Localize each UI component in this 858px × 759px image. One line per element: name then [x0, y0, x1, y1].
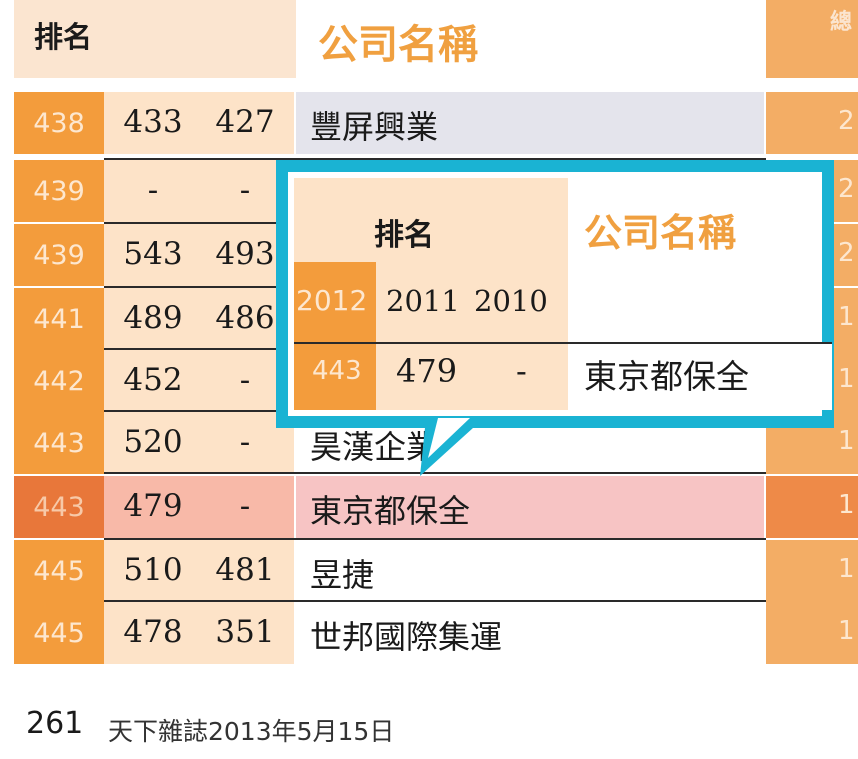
rank-2010-cell: 486	[215, 300, 275, 336]
prior-ranks-cell	[104, 476, 294, 538]
prior-ranks-cell	[104, 224, 294, 286]
zoom-callout: 排名 公司名稱 2012 2011 2010 443 479 - 東京都保全	[276, 160, 834, 428]
row-divider	[104, 538, 766, 540]
callout-rank-2011: 479	[396, 352, 458, 390]
rank-2012-cell: 439	[14, 224, 104, 286]
company-name-cell: 豐屏興業	[296, 92, 764, 154]
table-row: 438 433 427 豐屏興業 2	[0, 92, 858, 155]
rank-2010-cell: -	[239, 424, 251, 460]
callout-company-name: 東京都保全	[584, 357, 749, 396]
callout-rank-label: 排名	[374, 218, 434, 253]
rank-2010-cell: 481	[215, 552, 275, 588]
table-row: 445 510 481 昱捷 1	[0, 540, 858, 603]
header-right-column	[766, 0, 858, 78]
rank-2012-cell: 443	[14, 476, 104, 538]
source-citation: 天下雜誌2013年5月15日	[108, 717, 395, 746]
company-name-cell: 東京都保全	[296, 476, 764, 538]
callout-company-label: 公司名稱	[584, 211, 737, 255]
prior-ranks-cell	[104, 412, 294, 474]
rank-2012-cell: 442	[14, 350, 104, 412]
prior-ranks-cell	[104, 540, 294, 602]
prior-ranks-cell	[104, 160, 294, 222]
header-right-label: 總	[830, 10, 853, 35]
callout-2012-column	[294, 262, 376, 410]
rank-2011-cell: 479	[123, 488, 183, 524]
page-number: 261	[26, 706, 84, 741]
company-name-cell: 昱捷	[296, 540, 764, 602]
header-company-label: 公司名稱	[318, 22, 478, 68]
table-row-highlighted: 443 479 - 東京都保全 1	[0, 476, 858, 539]
tail-cell: 1	[766, 476, 858, 538]
rank-2010-cell: 351	[215, 614, 275, 650]
callout-pointer	[420, 418, 484, 476]
rank-2011-cell: 489	[123, 300, 183, 336]
company-name-cell: 世邦國際集運	[296, 602, 764, 664]
rank-2011-cell: 520	[123, 424, 183, 460]
rank-2011-cell: 543	[123, 236, 183, 272]
rank-2011-cell: 510	[123, 552, 183, 588]
rank-2012-cell: 441	[14, 288, 104, 350]
rank-2012-cell: 439	[14, 160, 104, 222]
rank-2010-cell: 493	[215, 236, 275, 272]
tail-cell: 2	[766, 92, 858, 154]
tail-cell: 1	[766, 602, 858, 664]
rank-2012-cell: 445	[14, 540, 104, 602]
callout-rank-2012: 443	[312, 356, 362, 386]
callout-divider	[294, 342, 832, 344]
rank-2011-cell: 478	[123, 614, 183, 650]
rank-2012-cell: 438	[14, 92, 104, 154]
callout-year-2010: 2010	[474, 284, 548, 318]
callout-year-2011: 2011	[386, 284, 460, 318]
callout-name-cell-background	[568, 344, 832, 410]
rank-2010-cell: -	[239, 488, 251, 524]
header-rank-label: 排名	[34, 20, 93, 54]
rank-2010-cell: -	[239, 172, 251, 208]
prior-ranks-cell	[104, 288, 294, 350]
callout-rank-2010: -	[516, 352, 527, 390]
tail-cell: 1	[766, 540, 858, 602]
row-divider	[104, 472, 766, 474]
rank-2011-cell: 433	[123, 104, 183, 140]
callout-year-2012: 2012	[296, 284, 368, 317]
header-rank-background	[14, 0, 296, 78]
rank-2012-cell: 443	[14, 412, 104, 474]
rank-2012-cell: 445	[14, 602, 104, 664]
table-row: 445 478 351 世邦國際集運 1	[0, 602, 858, 665]
rank-2011-cell: -	[147, 172, 159, 208]
rank-2010-cell: 427	[215, 104, 275, 140]
rank-2010-cell: -	[239, 362, 251, 398]
rank-2011-cell: 452	[123, 362, 183, 398]
prior-ranks-cell	[104, 350, 294, 412]
prior-ranks-cell	[104, 92, 294, 154]
row-divider	[104, 158, 766, 160]
prior-ranks-cell	[104, 602, 294, 664]
table-row: 443 520 - 昊漢企業 1	[0, 412, 858, 475]
row-divider	[104, 600, 766, 602]
